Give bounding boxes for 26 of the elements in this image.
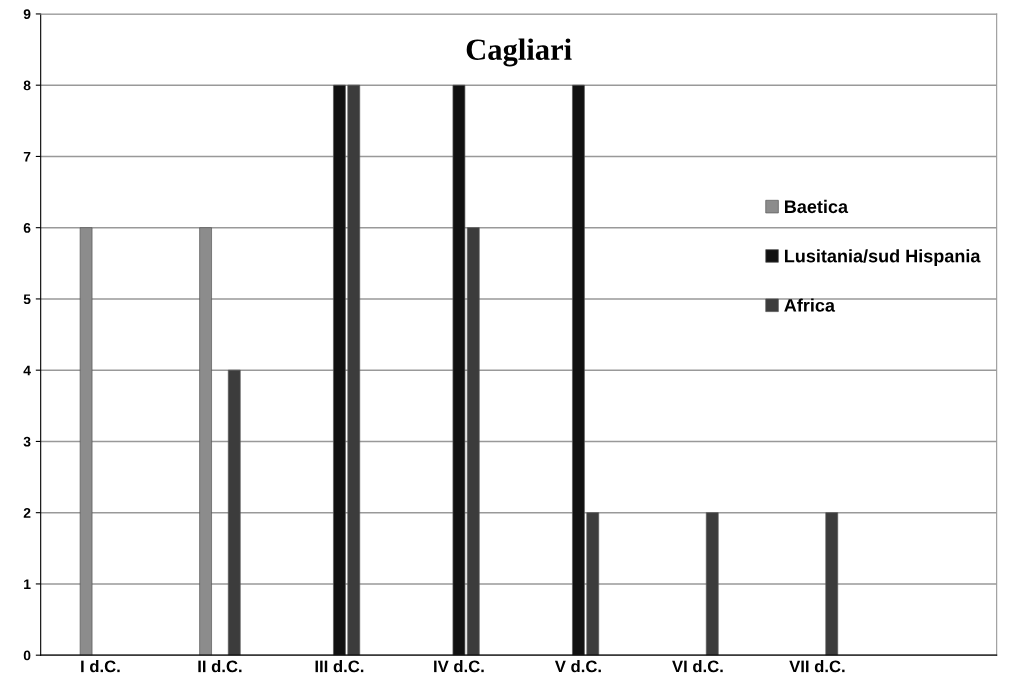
x-tick-label: IV d.C. (434, 660, 484, 673)
x-tick-label: III d.C. (315, 660, 364, 673)
legend-label: Africa (784, 298, 836, 312)
bar (199, 227, 212, 656)
y-tick-label: 3 (23, 436, 31, 447)
y-tick-label: 0 (23, 650, 31, 661)
x-tick-label: V d.C. (554, 660, 601, 673)
legend-label: Lusitania/sud Hispania (784, 249, 981, 267)
bar (705, 512, 719, 656)
y-tick-label: 9 (23, 9, 31, 20)
y-tick-label: 1 (24, 579, 31, 589)
legend-label: Baetica (784, 199, 849, 214)
x-tick-label: VII d.C. (789, 660, 845, 673)
x-tick-label: I d.C. (81, 660, 120, 673)
y-tick-label: 5 (23, 294, 31, 305)
text: Cagliari (466, 38, 572, 67)
y-tick-label: 8 (23, 80, 31, 91)
bar (79, 227, 93, 656)
bar (825, 512, 839, 656)
y-tick-label: 7 (23, 151, 31, 162)
x-tick-label: VI d.C. (672, 660, 723, 673)
bar (227, 369, 241, 656)
y-tick-label: 6 (23, 223, 31, 233)
x-tick-label: II d.C. (198, 660, 242, 673)
y-tick-label: 2 (23, 508, 31, 518)
y-tick-label: 4 (23, 365, 31, 376)
